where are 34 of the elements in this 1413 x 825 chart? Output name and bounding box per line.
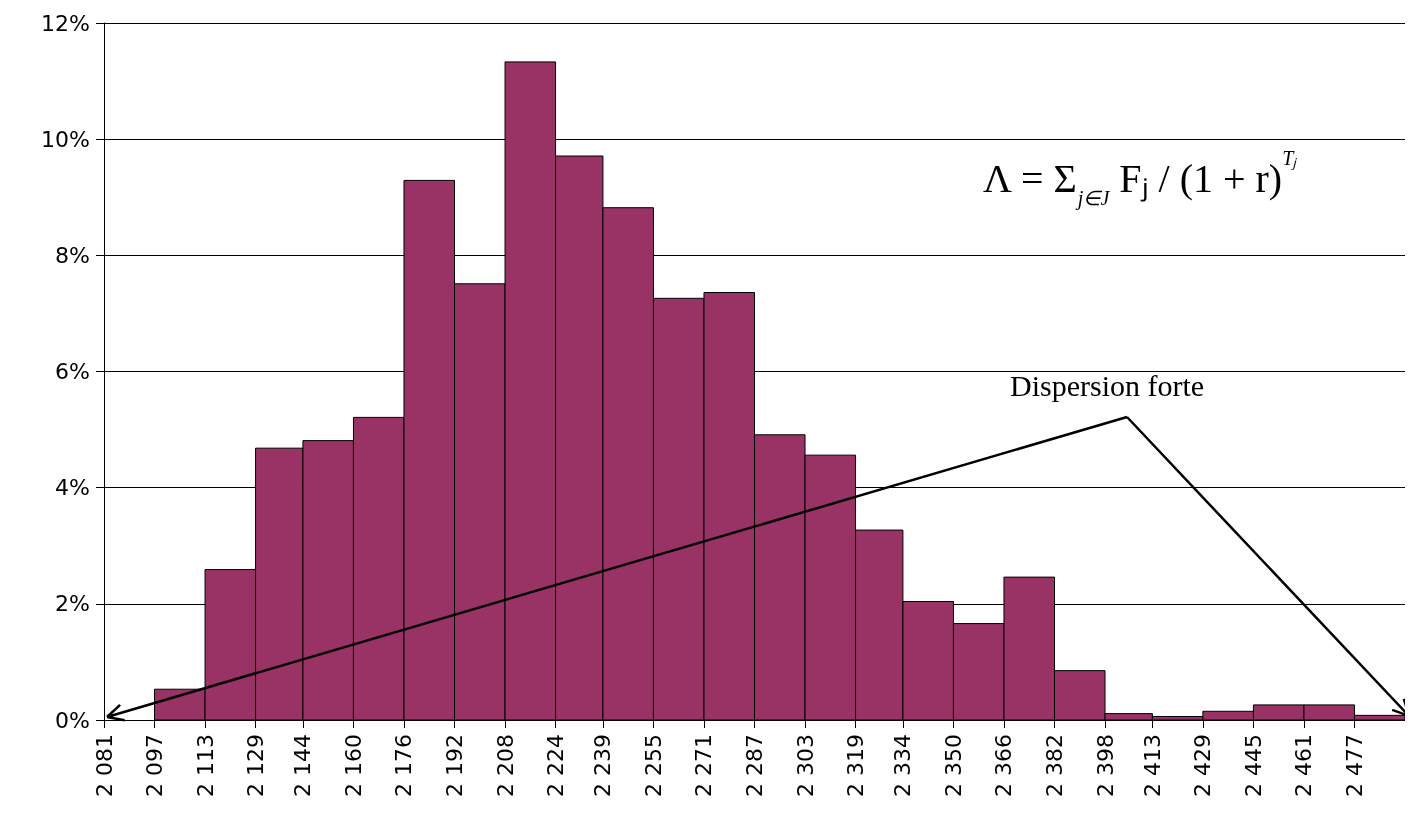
x-tick-label: 2 382	[1041, 734, 1067, 797]
y-tick-label: 2%	[55, 591, 90, 617]
x-tick-label: 2 334	[890, 734, 916, 797]
x-tick-label: 2 445	[1240, 734, 1266, 797]
x-tick-label: 2 129	[243, 734, 269, 797]
x-tick-label: 2 271	[691, 734, 717, 797]
annotation: Dispersion forte	[1010, 368, 1205, 402]
y-tick-label: 4%	[55, 475, 90, 501]
x-tick-label: 2 429	[1190, 734, 1216, 797]
x-tick-label: 2 366	[991, 734, 1017, 797]
x-tick-label: 2 224	[543, 734, 569, 797]
x-tick-label: 2 319	[843, 734, 869, 797]
x-tick-label: 2 160	[340, 734, 366, 797]
x-tick-label: 2 413	[1139, 734, 1165, 797]
x-tick-label: 2 350	[940, 734, 966, 797]
y-tick-label: 6%	[55, 359, 90, 384]
x-tick-label: 2 303	[792, 734, 818, 797]
y-tick-label: 8%	[55, 242, 90, 268]
x-tick-label: 2 176	[391, 734, 417, 797]
x-tick-label: 2 461	[1291, 734, 1317, 797]
x-tick-label: 2 239	[590, 734, 616, 797]
x-tick-label: 2 255	[640, 734, 666, 797]
y-tick-label: 10%	[41, 126, 90, 152]
x-tick-label: 2 398	[1092, 734, 1118, 797]
x-tick-label: 2 287	[742, 734, 767, 797]
x-tick-label: 2 477	[1341, 734, 1367, 797]
x-tick-label: 2 208	[492, 734, 518, 797]
y-tick-label: 12%	[41, 10, 90, 36]
x-tick-label: 2 192	[442, 734, 468, 797]
x-tick-label: 2 113	[192, 734, 218, 797]
x-tick-label: 2 081	[91, 734, 117, 797]
y-tick-label: 0%	[55, 707, 90, 733]
x-tick-label: 2 144	[290, 734, 316, 797]
x-tick-label: 2 097	[142, 734, 168, 797]
